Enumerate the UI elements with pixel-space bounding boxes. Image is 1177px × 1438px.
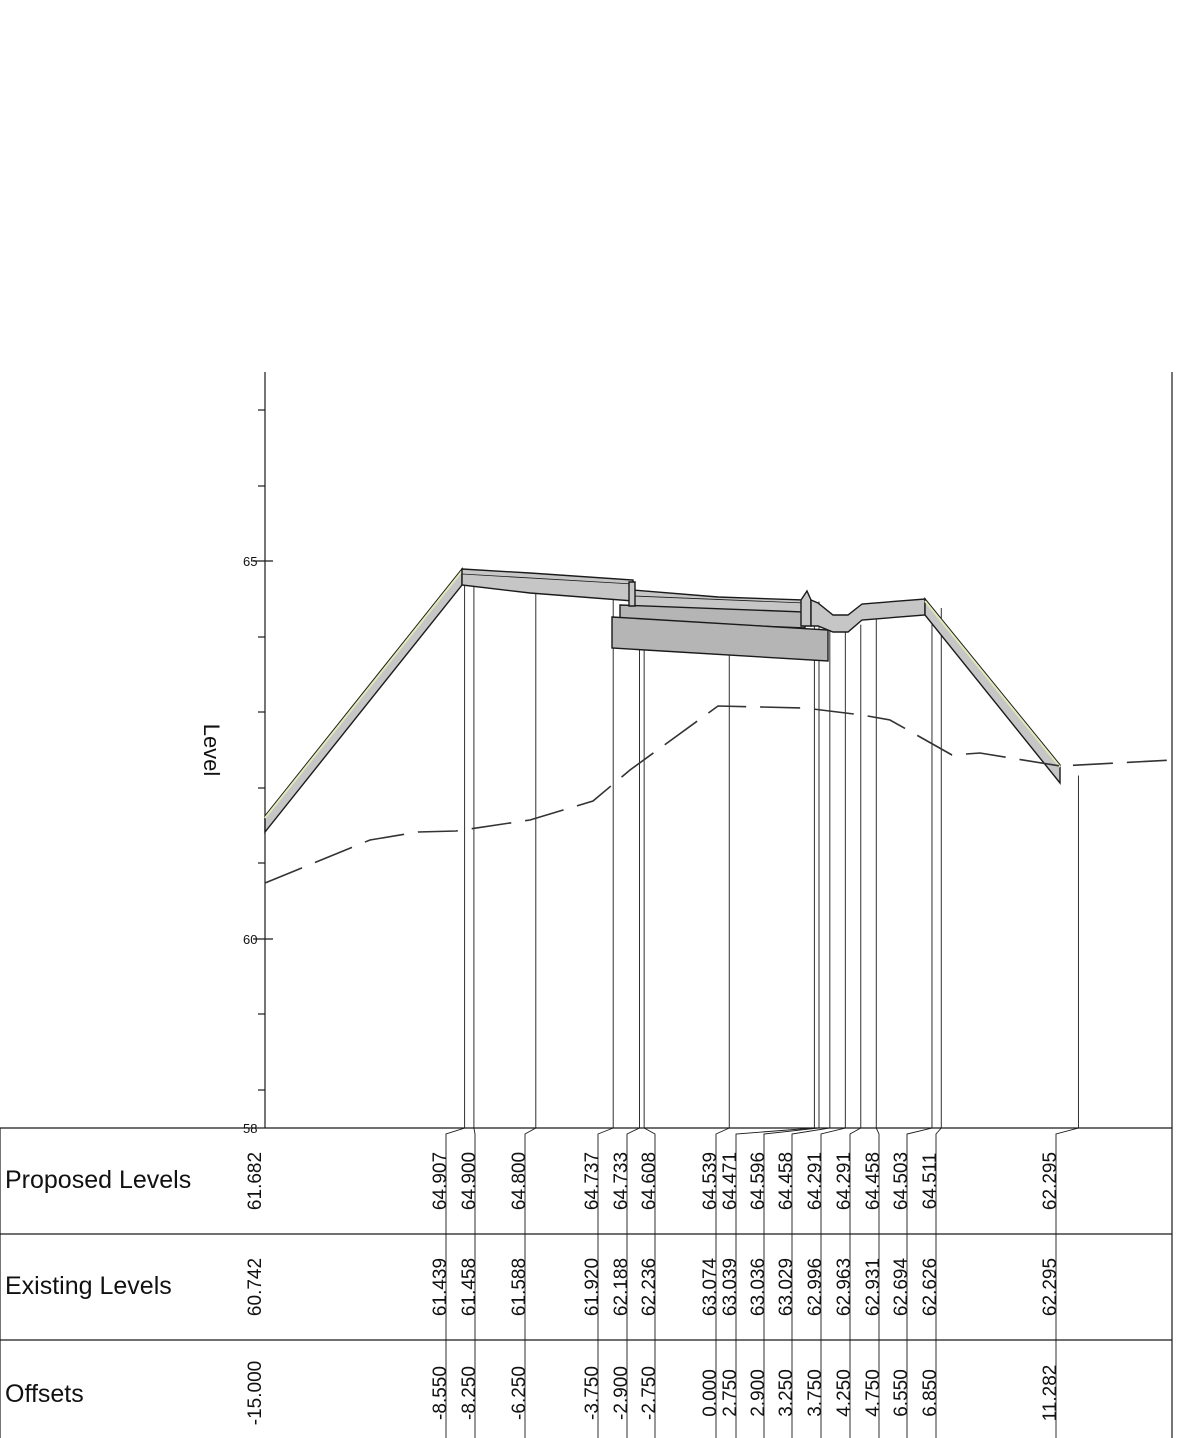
proposed-level-value: 64.733 [611, 1152, 632, 1210]
proposed-level-value: 64.458 [776, 1152, 797, 1210]
offset-value: 4.750 [863, 1369, 884, 1417]
band-values: 61.682 60.742 -15.000 64.907 61.439 -8.550 64.… [245, 1152, 1061, 1425]
station-line [735, 610, 815, 1438]
existing-level-value: 63.074 [700, 1258, 721, 1317]
offset-value: 2.900 [748, 1369, 769, 1417]
y-tick-60: 60 [243, 932, 257, 947]
pavement-layers [264, 566, 1061, 835]
station-line [643, 600, 656, 1438]
offset-value: 3.250 [776, 1369, 797, 1417]
verge-layer [810, 598, 926, 633]
offset-value: -8.550 [430, 1366, 451, 1420]
data-bands [0, 1127, 1172, 1438]
offset-value: -8.250 [459, 1366, 480, 1420]
proposed-level-value: 64.503 [891, 1152, 912, 1210]
station-line [715, 605, 730, 1438]
kerb-right [800, 589, 812, 627]
proposed-level-value: 64.511 [920, 1153, 941, 1210]
proposed-level-value: 64.596 [748, 1152, 769, 1210]
station-line [597, 590, 614, 1438]
offset-value: 6.850 [920, 1369, 941, 1417]
proposed-level-value: 64.458 [863, 1152, 884, 1210]
station-line [791, 611, 831, 1438]
offset-value: -3.750 [582, 1366, 603, 1420]
existing-level-value: 62.295 [1040, 1258, 1061, 1316]
station-line [763, 601, 820, 1438]
proposed-level-value: 64.800 [509, 1152, 530, 1210]
proposed-level-value: 64.471 [720, 1152, 741, 1210]
offset-value: -15.000 [245, 1361, 266, 1425]
proposed-level-value: 62.295 [1040, 1152, 1061, 1210]
existing-level-value: 62.626 [920, 1258, 941, 1316]
y-axis-title: Level [199, 724, 224, 777]
station-line [875, 611, 880, 1438]
proposed-level-value: 64.907 [430, 1152, 451, 1210]
existing-level-value: 61.458 [459, 1258, 480, 1316]
proposed-level-value: 64.539 [700, 1152, 721, 1210]
station-line [473, 578, 476, 1438]
existing-level-value: 62.694 [891, 1258, 912, 1317]
existing-ground-line [264, 705, 1173, 884]
existing-level-value: 62.236 [639, 1258, 660, 1316]
right-batter-layer [924, 597, 1061, 785]
existing-level-value: 63.039 [720, 1258, 741, 1316]
existing-level-value: 60.742 [245, 1258, 266, 1316]
proposed-level-value: 64.608 [639, 1152, 660, 1210]
existing-level-value: 62.963 [834, 1258, 855, 1316]
station-line [935, 607, 942, 1438]
existing-level-value: 62.996 [805, 1258, 826, 1316]
existing-level-value: 61.920 [582, 1258, 603, 1316]
offsets-title: Offsets [5, 1380, 84, 1408]
existing-level-value: 63.036 [748, 1258, 769, 1316]
y-tick-65: 65 [243, 554, 257, 569]
offset-value: -6.250 [509, 1366, 530, 1420]
existing-level-value: 61.588 [509, 1258, 530, 1316]
left-shoulder-layer [461, 568, 634, 602]
offset-value: 4.250 [834, 1369, 855, 1417]
offset-value: -2.750 [639, 1366, 660, 1420]
proposed-level-value: 61.682 [245, 1152, 266, 1210]
offset-value: 6.550 [891, 1369, 912, 1417]
existing-levels-title: Existing Levels [5, 1272, 172, 1300]
level-axis [253, 372, 1173, 1438]
proposed-level-value: 64.291 [805, 1152, 826, 1210]
proposed-level-value: 64.291 [834, 1152, 855, 1210]
offset-value: 3.750 [805, 1369, 826, 1417]
existing-level-value: 62.188 [611, 1258, 632, 1316]
proposed-level-value: 64.737 [582, 1152, 603, 1210]
existing-level-value: 62.931 [863, 1258, 884, 1316]
proposed-levels-title: Proposed Levels [5, 1166, 191, 1194]
subbase-slab [611, 616, 829, 662]
offset-value: 11.282 [1040, 1365, 1061, 1422]
station-line [849, 624, 862, 1438]
station-line [1055, 775, 1079, 1438]
proposed-level-value: 64.900 [459, 1152, 480, 1210]
existing-level-value: 61.439 [430, 1258, 451, 1316]
station-line [820, 624, 846, 1438]
station-line [906, 608, 933, 1438]
offset-value: 2.750 [720, 1369, 741, 1417]
offset-value: -2.900 [611, 1366, 632, 1420]
station-lines [445, 578, 1079, 1438]
existing-level-value: 63.029 [776, 1258, 797, 1316]
offset-value: 0.000 [700, 1369, 721, 1417]
station-line [445, 578, 466, 1438]
kerb-left [628, 581, 636, 607]
station-line [626, 591, 640, 1438]
station-line [524, 586, 537, 1438]
